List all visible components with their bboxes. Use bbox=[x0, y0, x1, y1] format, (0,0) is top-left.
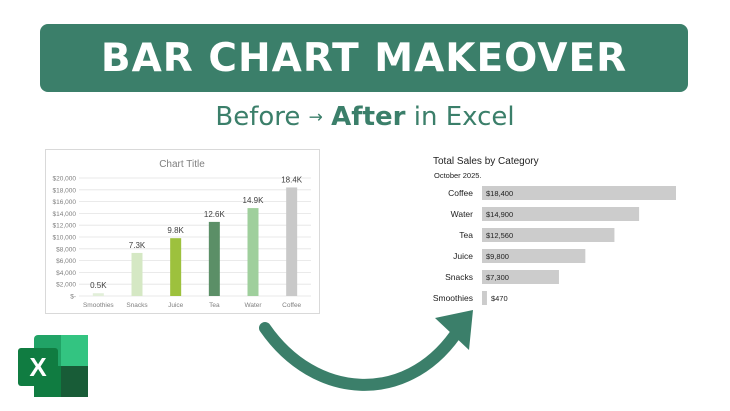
data-label: 0.5K bbox=[90, 281, 107, 290]
y-tick-label: $18,000 bbox=[53, 187, 77, 194]
x-tick-label: Snacks bbox=[126, 302, 148, 309]
bar bbox=[482, 270, 559, 284]
category-label: Juice bbox=[453, 251, 473, 261]
y-tick-label: $10,000 bbox=[53, 235, 77, 242]
after-chart-subtitle: October 2025. bbox=[434, 171, 482, 180]
bar bbox=[482, 291, 487, 305]
x-tick-label: Juice bbox=[168, 302, 184, 309]
y-tick-label: $14,000 bbox=[53, 211, 77, 218]
bar bbox=[482, 207, 640, 221]
data-label: $14,900 bbox=[486, 210, 513, 219]
before-chart-panel: Chart Title $- $2,000 $4,000 $6,000 $8,000 $10… bbox=[45, 149, 320, 314]
y-tick-label: $20,000 bbox=[53, 176, 77, 183]
bar bbox=[247, 208, 259, 296]
x-tick-label: Smoothies bbox=[83, 302, 114, 309]
subtitle-arrow: → bbox=[308, 107, 323, 128]
title-banner: BAR CHART MAKEOVER bbox=[40, 24, 688, 92]
excel-logo-icon: X bbox=[18, 335, 88, 397]
bar bbox=[482, 186, 676, 200]
x-tick-label: Tea bbox=[209, 302, 220, 309]
subtitle-before: Before bbox=[215, 102, 301, 132]
y-tick-label: $16,000 bbox=[53, 199, 77, 206]
y-tick-label: $4,000 bbox=[56, 270, 76, 277]
data-label: $12,560 bbox=[486, 231, 513, 240]
excel-logo-letter: X bbox=[29, 352, 47, 382]
bar bbox=[482, 228, 615, 242]
data-label: 12.6K bbox=[204, 210, 226, 219]
bar bbox=[286, 187, 298, 296]
after-chart: Total Sales by Category October 2025. Coff… bbox=[433, 156, 676, 305]
category-label: Water bbox=[451, 209, 474, 219]
x-tick-label: Coffee bbox=[282, 302, 301, 309]
y-tick-label: $6,000 bbox=[56, 258, 76, 265]
bar bbox=[131, 252, 143, 296]
y-tick-label: $12,000 bbox=[53, 223, 77, 230]
y-tick-label: $2,000 bbox=[56, 282, 76, 289]
subtitle-rest: in Excel bbox=[413, 102, 515, 132]
data-label: 14.9K bbox=[243, 196, 265, 205]
category-label: Coffee bbox=[448, 188, 473, 198]
bar bbox=[208, 221, 220, 296]
after-chart-panel: Total Sales by Category October 2025. Coff… bbox=[428, 150, 698, 315]
after-chart-title: Total Sales by Category bbox=[433, 156, 539, 167]
data-label: 7.3K bbox=[129, 241, 146, 250]
banner-title: BAR CHART MAKEOVER bbox=[100, 35, 628, 81]
bar bbox=[92, 293, 104, 296]
category-label: Snacks bbox=[445, 272, 473, 282]
data-label: 18.4K bbox=[281, 175, 303, 184]
data-label: $7,300 bbox=[486, 273, 509, 282]
bar bbox=[170, 238, 182, 296]
bar bbox=[482, 249, 586, 263]
y-tick-label: $- bbox=[70, 294, 76, 301]
curved-arrow-icon bbox=[259, 310, 473, 391]
page-subtitle: Before → After in Excel bbox=[0, 102, 730, 132]
data-label: $470 bbox=[491, 294, 508, 303]
before-chart-title: Chart Title bbox=[159, 159, 205, 170]
before-chart: Chart Title $- $2,000 $4,000 $6,000 $8,000 $10… bbox=[53, 159, 311, 309]
category-label: Smoothies bbox=[433, 293, 473, 303]
y-tick-label: $8,000 bbox=[56, 246, 76, 253]
data-label: $18,400 bbox=[486, 189, 513, 198]
x-tick-label: Water bbox=[244, 302, 262, 309]
subtitle-after: After bbox=[331, 102, 406, 132]
category-label: Tea bbox=[459, 230, 473, 240]
data-label: $9,800 bbox=[486, 252, 509, 261]
data-label: 9.8K bbox=[167, 226, 184, 235]
